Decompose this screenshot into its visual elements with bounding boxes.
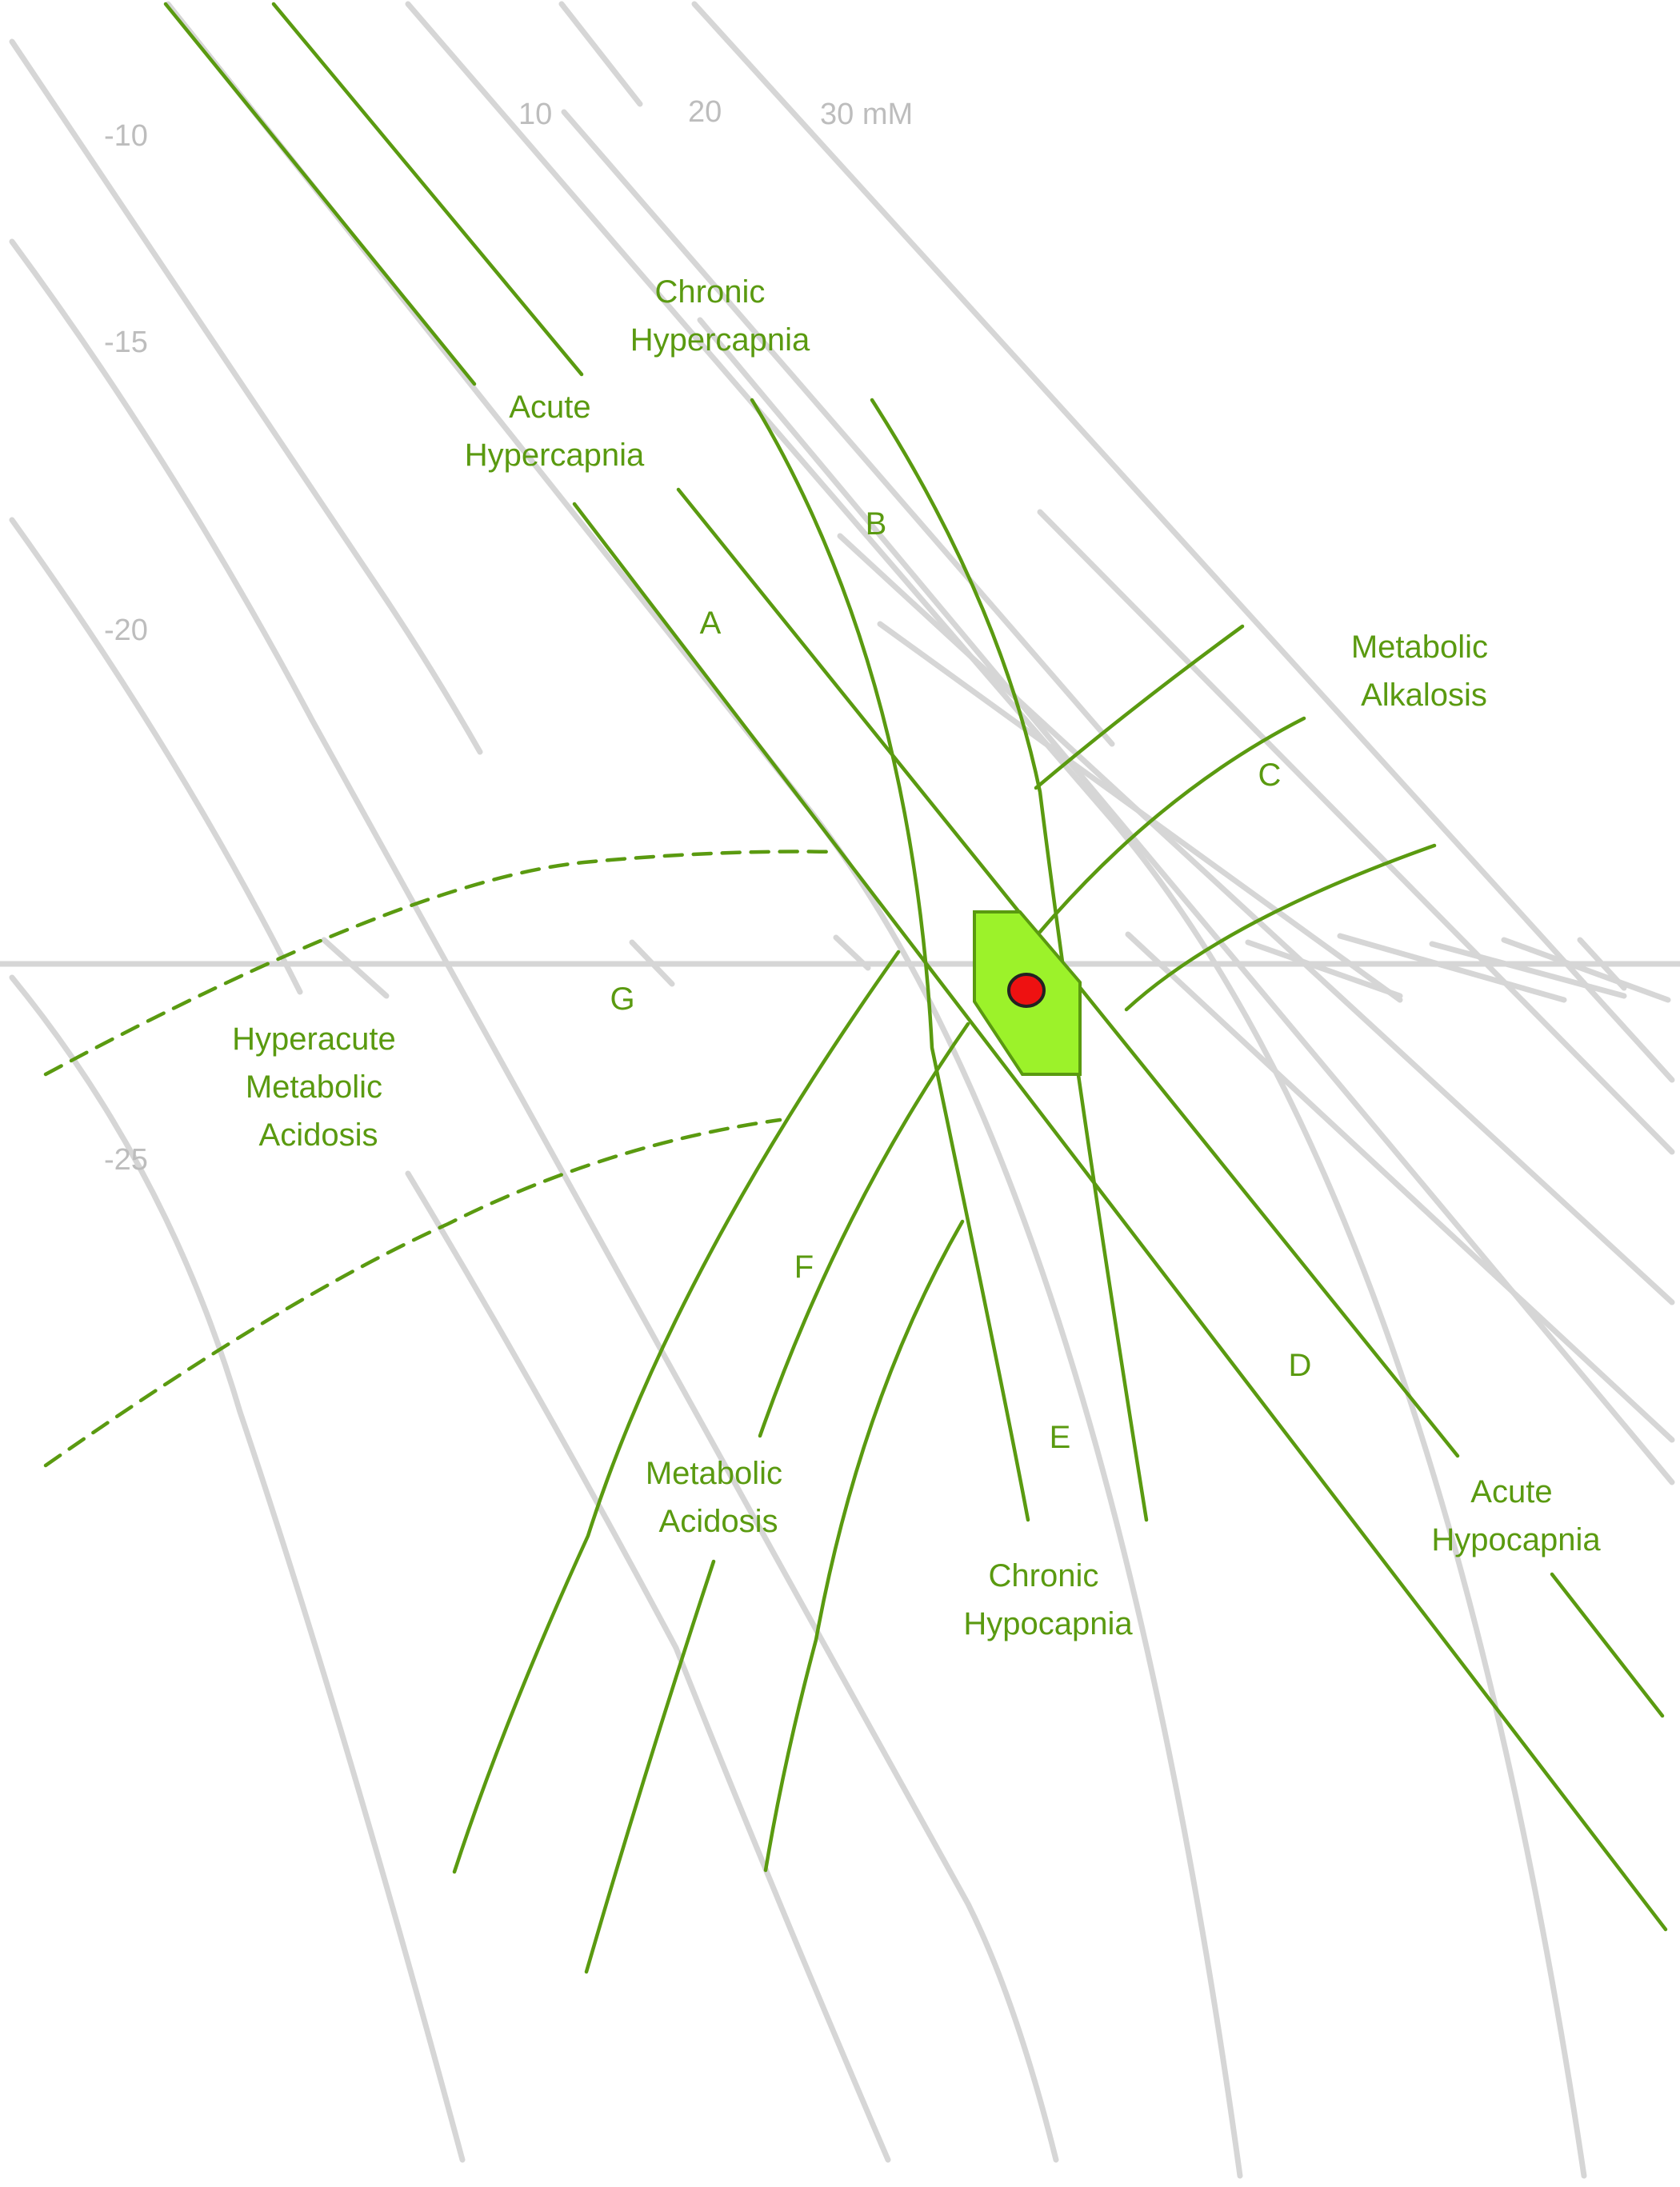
chronic-hypercapnia-line-left	[750, 398, 1030, 1522]
hyperacute-acidosis-boundary-lower	[43, 1117, 782, 1468]
acute-hypercapnia-line-upper	[163, 2, 477, 386]
chronic-hypocapnia-label: Chronic Hypocapnia	[963, 1558, 1133, 1641]
grid-line-6	[165, 1, 1243, 2179]
region-letter-f: F	[794, 1249, 814, 1285]
region-letter-c: C	[1258, 758, 1282, 793]
grid-line-8	[558, 1, 643, 107]
region-letter-a: A	[700, 606, 722, 641]
patient-point-marker	[1007, 973, 1046, 1008]
acute-hypocapnia-label: Acute Hypocapnia	[1431, 1474, 1601, 1557]
region-letter-g: G	[610, 982, 634, 1017]
grid-line-18	[1429, 941, 1627, 999]
metabolic-acidosis-label: Metabolic Acidosis	[646, 1456, 791, 1539]
chronic-hypercapnia-label: Chronic Hypercapnia	[630, 274, 810, 358]
grid-line-17	[1337, 933, 1567, 1003]
grid-line-2	[9, 238, 1059, 2163]
grid-line-7	[405, 1, 1587, 2179]
zone-lines	[43, 2, 1668, 1974]
grid-line-16	[1245, 939, 1403, 999]
metabolic-acidosis-line-2	[758, 1022, 970, 1438]
grid-line-5	[405, 1170, 891, 2163]
iso-label-10: 10	[518, 98, 552, 131]
metabolic-acidosis-line-1	[452, 950, 901, 1874]
chronic-hypercapnia-line-right	[870, 398, 1149, 1522]
grid-line-10	[561, 109, 1115, 747]
hyperacute-acidosis-boundary-upper	[43, 850, 838, 1077]
metabolic-acidosis-line-3	[584, 1559, 716, 1974]
grid-line-23	[321, 937, 390, 999]
metabolic-alkalosis-line-3	[1124, 843, 1437, 1012]
be-label-minus-25: -25	[104, 1143, 148, 1177]
grid-line-13	[837, 533, 1675, 1305]
be-label-minus-10: -10	[104, 119, 148, 153]
iso-label-20: 20	[688, 95, 722, 129]
metabolic-acidosis-line-4	[763, 1219, 965, 1873]
grid-line-9	[691, 1, 1675, 1083]
metabolic-alkalosis-line-2	[1038, 716, 1306, 934]
band-a-line-1	[572, 502, 1668, 1932]
grid-line-14	[1037, 509, 1675, 1155]
grid-line-4	[9, 974, 466, 2163]
grid-line-3	[9, 517, 303, 995]
acute-hypocapnia-tail	[1550, 1572, 1665, 1718]
zone-labels: Acute Hypercapnia Chronic Hypercapnia Me…	[232, 274, 1601, 1641]
iso-label-30: 30 mM	[820, 98, 913, 131]
grid-line-19	[1501, 937, 1671, 1003]
acute-hypercapnia-label: Acute Hypercapnia	[465, 390, 645, 473]
metabolic-alkalosis-line-1	[1034, 624, 1245, 790]
grid-labels: -10 -15 -20 -25 10 20 30 mM	[104, 95, 913, 1177]
be-label-minus-15: -15	[104, 326, 148, 359]
region-letters: A B C D E F G	[610, 506, 1311, 1455]
be-label-minus-20: -20	[104, 614, 148, 647]
grid-line-15	[1125, 931, 1675, 1443]
region-letter-b: B	[866, 506, 887, 542]
metabolic-alkalosis-label: Metabolic Alkalosis	[1351, 630, 1497, 713]
region-letter-d: D	[1289, 1348, 1312, 1383]
region-letter-e: E	[1050, 1420, 1071, 1455]
grid-line-1	[9, 38, 483, 755]
hyperacute-metabolic-acidosis-label: Hyperacute Metabolic Acidosis	[232, 1022, 405, 1153]
acute-hypercapnia-line-lower	[271, 2, 584, 377]
